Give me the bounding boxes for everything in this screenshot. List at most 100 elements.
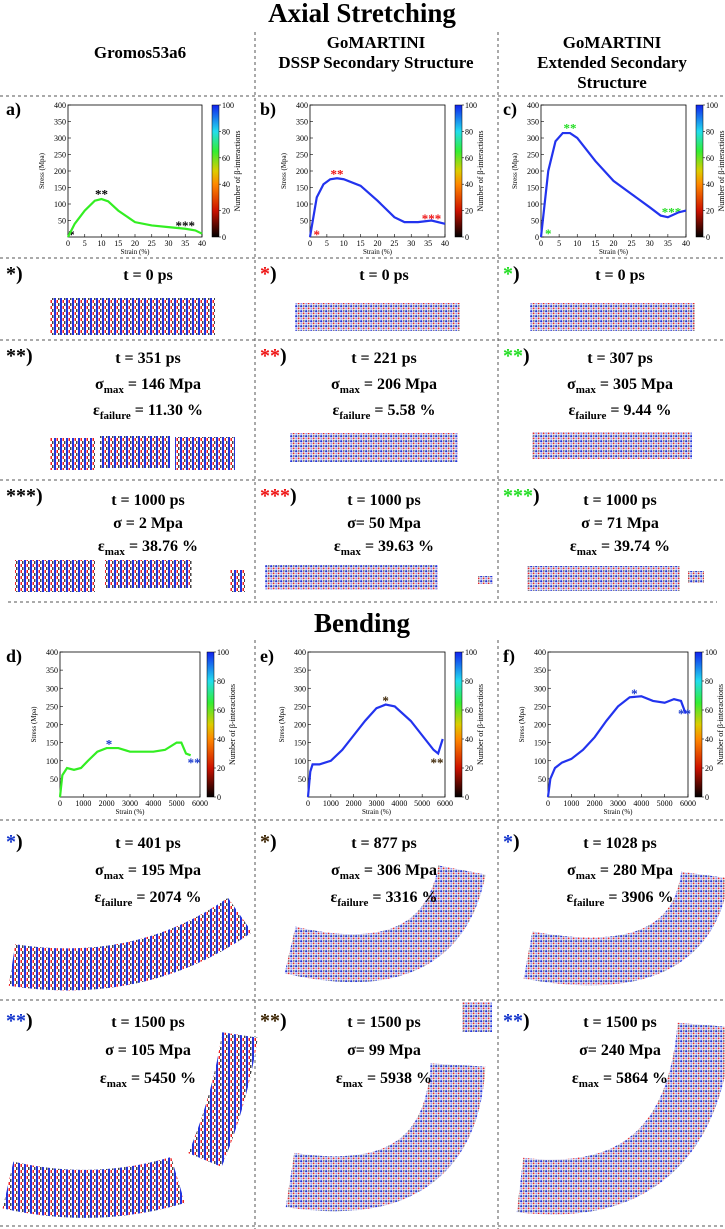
state-label: **) <box>503 345 530 367</box>
state-bracket: ) <box>290 485 297 507</box>
y-tick-label: 350 <box>294 666 306 675</box>
y-tick-label: 200 <box>46 721 58 730</box>
state-text: t = 1500 ps <box>111 1014 185 1031</box>
state-text-part: = 195 Mpa <box>124 862 201 879</box>
colorbar-tick-label: 60 <box>465 154 473 163</box>
state-text-part: ε <box>567 889 574 906</box>
colorbar-tick-label: 40 <box>706 180 714 189</box>
state-marker: * <box>6 263 16 285</box>
state-text-part: σ= 99 Mpa <box>347 1042 421 1059</box>
y-tick-label: 100 <box>527 200 539 209</box>
state-text-part: max <box>343 1078 364 1090</box>
colorbar <box>211 104 220 238</box>
state-marker: ** <box>503 345 523 367</box>
colorbar-tick-label: 0 <box>706 233 710 242</box>
y-tick-label: 50 <box>50 775 58 784</box>
state-text: t = 1000 ps <box>111 492 185 509</box>
panel-label: b) <box>260 99 276 120</box>
state-text: εfailure = 9.44 % <box>569 402 672 422</box>
y-tick-label: 50 <box>538 775 546 784</box>
state-bracket: ) <box>16 263 23 285</box>
column-header: Extended Secondary <box>537 53 687 72</box>
colorbar-tick-label: 80 <box>706 127 714 136</box>
colorbar-tick-label: 100 <box>705 648 717 657</box>
colorbar-tick-label: 0 <box>705 793 709 802</box>
y-tick-label: 350 <box>54 118 66 127</box>
state-text-part: t = 1500 ps <box>583 1014 657 1031</box>
state-marker: *** <box>503 485 533 507</box>
panel-label: e) <box>260 646 274 667</box>
x-tick-label: 3000 <box>369 799 385 808</box>
state-text-part: t = 0 ps <box>359 267 409 284</box>
x-tick-label: 3000 <box>122 799 138 808</box>
y-tick-label: 50 <box>300 217 308 226</box>
state-label: **) <box>503 1010 530 1032</box>
x-tick-label: 5000 <box>657 799 673 808</box>
state-text-part: t = 0 ps <box>123 267 173 284</box>
colorbar-tick-label: 100 <box>706 101 718 110</box>
state-bracket: ) <box>280 345 287 367</box>
x-tick-label: 20 <box>610 239 618 248</box>
state-label: **) <box>260 1010 287 1032</box>
state-text: σmax = 305 Mpa <box>567 376 673 396</box>
y-tick-label: 0 <box>535 233 539 242</box>
colorbar-tick-label: 80 <box>705 677 713 686</box>
colorbar-tick-label: 20 <box>222 207 230 216</box>
x-tick-label: 30 <box>165 239 173 248</box>
state-text-part: = 39.63 % <box>361 538 434 555</box>
x-axis-label: Strain (%) <box>604 808 634 816</box>
x-tick-label: 25 <box>628 239 636 248</box>
state-text-part: = 9.44 % <box>606 402 671 419</box>
state-text-part: σ= 240 Mpa <box>579 1042 661 1059</box>
colorbar-tick-label: 40 <box>465 735 473 744</box>
x-tick-label: 0 <box>546 799 550 808</box>
x-tick-label: 0 <box>58 799 62 808</box>
state-marker: *** <box>260 485 290 507</box>
chart: f)0 1000 2000 3000 4000 5000 60005010015020025… <box>503 646 725 816</box>
x-tick-label: 4000 <box>145 799 161 808</box>
state-text: t = 1500 ps <box>347 1014 421 1031</box>
colorbar-tick-label: 100 <box>222 101 234 110</box>
y-tick-label: 100 <box>54 200 66 209</box>
state-text: t = 0 ps <box>359 267 409 284</box>
colorbar-tick-label: 20 <box>465 764 473 773</box>
colorbar <box>454 651 463 798</box>
state-text: t = 1000 ps <box>347 492 421 509</box>
y-tick-label: 100 <box>46 757 58 766</box>
panel-label: a) <box>6 99 21 120</box>
y-axis-label: Stress (Mpa) <box>280 152 288 189</box>
state-text: εfailure = 11.30 % <box>93 402 203 422</box>
plot-frame <box>307 651 446 798</box>
state-text-part: ε <box>331 889 338 906</box>
colorbar-label: Number of β-interactions <box>233 131 242 212</box>
colorbar-label: Number of β-interactions <box>228 684 237 765</box>
x-tick-label: 10 <box>98 239 106 248</box>
stress-curve <box>539 131 687 238</box>
state-text-part: t = 0 ps <box>595 267 645 284</box>
state-text: σ = 105 Mpa <box>105 1042 191 1059</box>
state-text-part: ε <box>93 402 100 419</box>
y-tick-label: 350 <box>296 118 308 127</box>
x-tick-label: 35 <box>424 239 432 248</box>
column-header: GoMARTINI <box>327 33 426 52</box>
state-label: *) <box>6 831 23 853</box>
state-marker: * <box>260 831 270 853</box>
state-bracket: ) <box>280 1010 287 1032</box>
state-text: t = 221 ps <box>351 350 417 367</box>
y-tick-label: 400 <box>296 101 308 110</box>
state-text: σmax = 306 Mpa <box>331 862 437 882</box>
state-text-part: = 206 Mpa <box>360 376 437 393</box>
annotation: * <box>382 693 389 708</box>
state-text-part: max <box>340 384 361 396</box>
x-tick-label: 30 <box>646 239 654 248</box>
state-marker: * <box>503 263 513 285</box>
x-tick-label: 5000 <box>414 799 430 808</box>
state-text-part: = 5450 % <box>127 1070 196 1087</box>
colorbar-tick-label: 20 <box>705 764 713 773</box>
state-text-part: ε <box>98 538 105 555</box>
x-tick-label: 6000 <box>192 799 208 808</box>
state-text-part: t = 1500 ps <box>111 1014 185 1031</box>
y-tick-label: 150 <box>294 739 306 748</box>
y-tick-label: 300 <box>534 684 546 693</box>
state-text-part: ε <box>336 1070 343 1087</box>
